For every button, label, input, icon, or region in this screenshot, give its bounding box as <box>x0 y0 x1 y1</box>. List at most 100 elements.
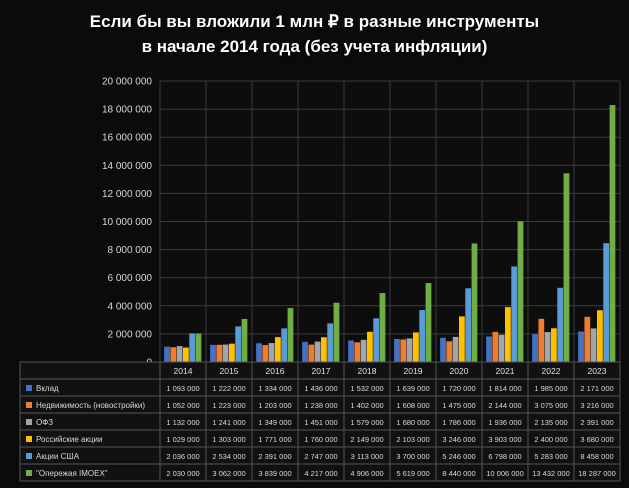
x-tick-label: 2018 <box>358 366 377 376</box>
table-value: 3 839 000 <box>258 469 291 478</box>
table-value: 1 985 000 <box>534 384 567 393</box>
bar <box>400 339 407 362</box>
bar <box>241 318 248 362</box>
table-value: 1 238 000 <box>304 401 337 410</box>
table-value: 2 144 000 <box>488 401 521 410</box>
bar <box>511 266 518 362</box>
table-value: 1 936 000 <box>488 418 521 427</box>
bar <box>176 346 183 362</box>
x-tick-label: 2017 <box>312 366 331 376</box>
table-value: 5 283 000 <box>534 452 567 461</box>
table-value: 1 579 000 <box>350 418 383 427</box>
table-value: 3 075 000 <box>534 401 567 410</box>
bar <box>314 341 321 362</box>
table-value: 1 241 000 <box>212 418 245 427</box>
bar <box>425 283 432 362</box>
y-tick-label: 14 000 000 <box>102 161 152 172</box>
y-tick-label: 12 000 000 <box>102 189 152 200</box>
table-value: 5 619 000 <box>396 469 429 478</box>
table-value: 1 720 000 <box>442 384 475 393</box>
table-value: 18 287 000 <box>578 469 616 478</box>
bar <box>360 339 367 362</box>
bar <box>379 293 386 362</box>
bar <box>256 343 262 362</box>
x-tick-label: 2020 <box>450 366 469 376</box>
bar <box>394 338 400 362</box>
bar <box>327 323 334 362</box>
bar <box>486 336 492 362</box>
bar <box>465 288 472 362</box>
bar <box>603 243 610 362</box>
table-value: 1 532 000 <box>350 384 383 393</box>
bar <box>222 344 229 362</box>
table-value: 2 391 000 <box>258 452 291 461</box>
table-value: 1 475 000 <box>442 401 475 410</box>
table-value: 3 903 000 <box>488 435 521 444</box>
bar <box>348 340 354 362</box>
y-tick-label: 8 000 000 <box>108 245 153 256</box>
x-tick-label: 2021 <box>496 366 515 376</box>
bar <box>446 341 453 362</box>
y-tick-label: 20 000 000 <box>102 77 152 88</box>
table-value: 1 052 000 <box>166 401 199 410</box>
bar <box>333 302 340 362</box>
bar <box>189 333 196 362</box>
legend-series-name: Акции США <box>36 452 80 461</box>
table-value: 1 203 000 <box>258 401 291 410</box>
bar <box>275 337 281 362</box>
table-value: 4 906 000 <box>350 469 383 478</box>
y-tick-label: 2 000 000 <box>108 329 153 340</box>
bar <box>492 331 499 362</box>
table-value: 1 349 000 <box>258 418 291 427</box>
bar <box>544 332 551 362</box>
table-value: 1 680 000 <box>396 418 429 427</box>
table-value: 3 216 000 <box>580 401 613 410</box>
legend-swatch <box>26 419 32 425</box>
table-value: 1 639 000 <box>396 384 429 393</box>
bar <box>373 318 380 362</box>
y-tick-label: 10 000 000 <box>102 217 152 228</box>
chart-title-line-1: Если бы вы вложили 1 млн ₽ в разные инст… <box>89 12 540 31</box>
bar <box>183 347 189 362</box>
table-value: 3 246 000 <box>442 435 475 444</box>
y-tick-label: 6 000 000 <box>108 273 153 284</box>
bar <box>195 333 202 362</box>
x-tick-label: 2022 <box>542 366 561 376</box>
bar <box>287 308 294 362</box>
table-value: 3 700 000 <box>396 452 429 461</box>
bar <box>216 344 223 362</box>
table-value: 3 680 000 <box>580 435 613 444</box>
table-value: 6 798 000 <box>488 452 521 461</box>
table-value: 1 303 000 <box>212 435 245 444</box>
y-tick-label: 16 000 000 <box>102 133 152 144</box>
table-value: 1 334 000 <box>258 384 291 393</box>
bar <box>609 105 616 362</box>
x-tick-label: 2015 <box>220 366 239 376</box>
table-value: 1 402 000 <box>350 401 383 410</box>
legend-swatch <box>26 385 32 391</box>
legend-series-name: ОФЗ <box>36 418 53 427</box>
data-table <box>19 361 621 482</box>
bar <box>419 310 426 362</box>
table-value: 1 814 000 <box>488 384 521 393</box>
bar <box>538 318 545 362</box>
bar <box>584 316 591 362</box>
bar <box>459 316 465 362</box>
bar <box>302 341 308 362</box>
bar <box>597 310 603 362</box>
table-value: 3 113 000 <box>351 452 384 461</box>
bar <box>321 337 327 362</box>
bar <box>308 344 315 362</box>
bar <box>367 331 373 362</box>
legend-series-name: Недвижимость (новостройки) <box>36 401 145 410</box>
bar <box>557 287 564 362</box>
x-tick-label: 2016 <box>266 366 285 376</box>
table-value: 2 103 000 <box>396 435 429 444</box>
chart-title-line-2: в начале 2014 года (без учета инфляции) <box>141 37 488 56</box>
legend-series-name: "Опережая IMOEX" <box>36 469 108 478</box>
table-value: 2 030 000 <box>166 469 199 478</box>
bar <box>517 221 524 362</box>
bar <box>578 331 584 362</box>
bar <box>229 343 235 362</box>
bar <box>164 346 170 362</box>
